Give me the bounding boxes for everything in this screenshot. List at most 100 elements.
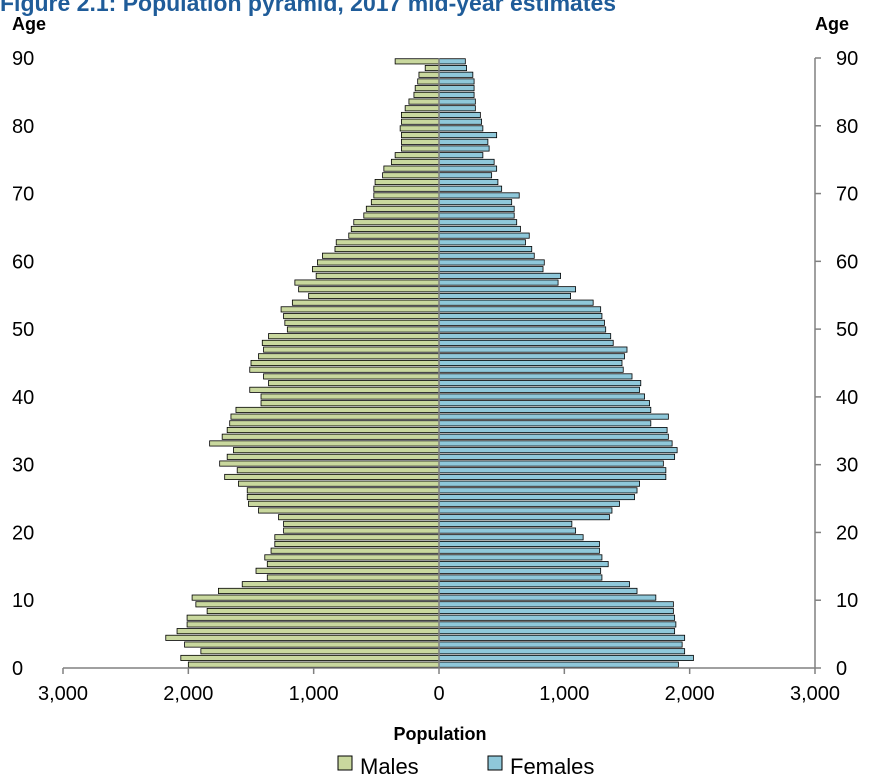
- bar-females-age-20: [438, 527, 577, 534]
- bar-males-age-43: [263, 373, 440, 380]
- bar-females-age-51: [438, 319, 605, 326]
- bar-females-age-77: [438, 145, 490, 152]
- bar-females-age-86: [438, 85, 475, 92]
- x-tick-label-6: 3,000: [790, 683, 840, 705]
- bar-males-age-17: [270, 547, 440, 554]
- x-tick-label-5: 2,000: [665, 683, 715, 705]
- bar-females-age-14: [438, 567, 602, 574]
- bar-males-age-73: [382, 172, 440, 179]
- bar-females-age-42: [438, 380, 642, 387]
- bar-females-age-59: [438, 266, 544, 273]
- y-axis-title-left: Age: [12, 14, 46, 34]
- legend-label-males: Males: [360, 754, 419, 776]
- bar-females-age-53: [438, 306, 602, 313]
- bar-males-age-34: [221, 433, 440, 440]
- bar-males-age-7: [186, 614, 440, 621]
- bar-females-age-26: [438, 487, 638, 494]
- bar-males-age-16: [264, 554, 440, 561]
- bar-females-age-70: [438, 192, 520, 199]
- y-axis-title-right: Age: [815, 14, 849, 34]
- bar-females-age-17: [438, 547, 600, 554]
- bar-females-age-18: [438, 540, 600, 548]
- bar-males-age-44: [249, 366, 440, 373]
- bar-females-age-56: [438, 286, 577, 293]
- bar-females-age-57: [438, 279, 559, 286]
- bar-males-age-88: [418, 71, 440, 78]
- x-tick-label-2: 1,000: [289, 683, 339, 705]
- bar-females-age-71: [438, 185, 503, 192]
- y-tick-label-right-7: 70: [836, 184, 858, 206]
- bar-females-age-19: [438, 534, 584, 541]
- y-tick-label-left-1: 10: [12, 590, 34, 612]
- bar-females-age-33: [438, 440, 673, 447]
- bar-females-age-16: [438, 554, 603, 561]
- bar-females-age-69: [438, 199, 513, 206]
- y-tick-label-left-8: 80: [12, 116, 34, 138]
- bar-females-age-83: [438, 105, 476, 112]
- bar-males-age-12: [241, 581, 440, 588]
- bar-males-age-21: [283, 520, 440, 527]
- bar-females-age-84: [438, 98, 476, 105]
- bar-females-age-0: [438, 661, 679, 668]
- bar-males-age-59: [312, 266, 440, 273]
- bar-males-age-41: [249, 386, 440, 393]
- y-tick-label-left-9: 90: [12, 48, 34, 70]
- bar-males-age-64: [348, 232, 440, 239]
- x-tick-label-0: 3,000: [38, 683, 88, 705]
- bar-females-age-75: [438, 158, 495, 165]
- x-tick-label-4: 1,000: [539, 683, 589, 705]
- bar-males-age-40: [260, 393, 440, 400]
- y-tick-label-right-0: 0: [836, 658, 847, 680]
- bar-males-age-50: [286, 326, 440, 333]
- bar-males-age-33: [209, 440, 440, 447]
- y-tick-label-right-1: 10: [836, 590, 858, 612]
- bar-females-age-39: [438, 400, 650, 407]
- y-tick-label-left-0: 0: [12, 658, 23, 680]
- bar-males-age-53: [280, 306, 440, 313]
- bar-females-age-66: [438, 219, 518, 226]
- bar-females-age-21: [438, 520, 573, 527]
- bar-females-age-11: [438, 587, 638, 594]
- bar-males-age-89: [424, 65, 440, 72]
- bar-females-age-37: [438, 413, 669, 420]
- bar-males-age-35: [226, 427, 440, 434]
- bar-males-age-60: [317, 259, 440, 266]
- bar-males-age-19: [274, 534, 440, 541]
- bar-males-age-71: [373, 185, 440, 192]
- bar-females-age-54: [438, 299, 594, 306]
- bar-females-age-15: [438, 561, 609, 568]
- y-tick-label-right-8: 80: [836, 116, 858, 138]
- tick-labels: 3,000 2,000 1,000 0 1,000 2,000 3,000 0 0 10 10 20 2…: [12, 48, 858, 705]
- bar-females-age-80: [438, 125, 484, 132]
- bar-females-age-41: [438, 386, 640, 393]
- bar-females-age-67: [438, 212, 515, 219]
- bar-males-age-39: [260, 400, 440, 407]
- bar-males-age-63: [335, 239, 440, 246]
- bar-males-age-83: [404, 105, 440, 112]
- bar-males-age-70: [373, 192, 440, 199]
- bar-females-age-81: [438, 118, 483, 125]
- axes: [62, 57, 821, 674]
- bar-females-age-8: [438, 608, 674, 615]
- y-tick-label-right-4: 40: [836, 387, 858, 409]
- bar-males-age-6: [186, 621, 440, 628]
- bar-males-age-87: [417, 78, 440, 85]
- y-tick-label-right-3: 30: [836, 455, 858, 477]
- bar-males-age-62: [334, 246, 440, 253]
- legend-label-females: Females: [510, 754, 594, 776]
- bar-males-age-55: [308, 292, 440, 299]
- y-tick-label-left-7: 70: [12, 184, 34, 206]
- bar-males-age-22: [278, 514, 440, 521]
- bar-males-age-58: [315, 272, 440, 279]
- bar-males-age-28: [224, 473, 440, 480]
- bar-males-age-32: [233, 447, 440, 454]
- y-tick-label-right-9: 90: [836, 48, 858, 70]
- bar-females-age-22: [438, 514, 610, 521]
- bar-females-age-3: [438, 641, 683, 648]
- bar-females-age-38: [438, 406, 652, 413]
- bar-males-age-61: [322, 252, 440, 259]
- bar-females-age-6: [438, 621, 677, 628]
- bar-males-age-49: [268, 333, 440, 340]
- y-tick-label-left-4: 40: [12, 387, 34, 409]
- bar-females-age-25: [438, 494, 635, 501]
